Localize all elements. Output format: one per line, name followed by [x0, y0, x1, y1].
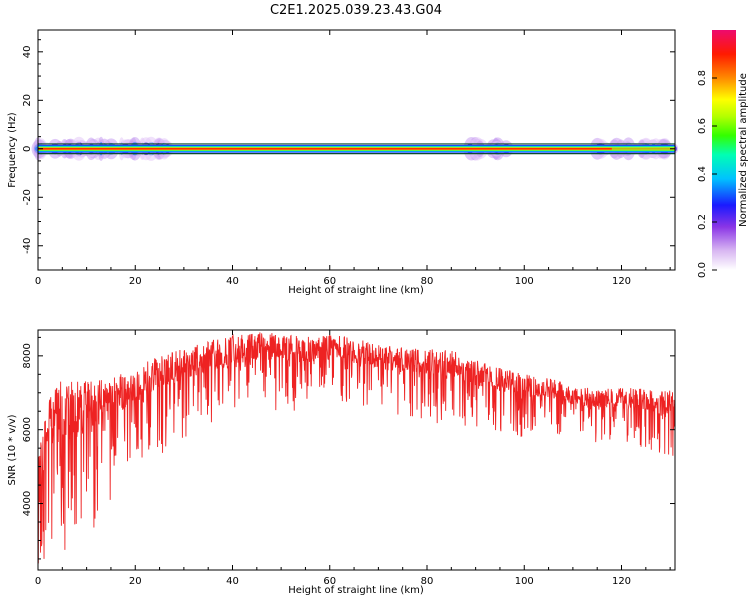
bottom-x-axis: 0 20 40 60 80 100 120 — [35, 330, 671, 587]
top-x-tick-label: 80 — [421, 276, 434, 287]
spectrogram-panel: 0 20 40 60 80 100 120 40 20 0 -20 -40 Height of st… — [7, 29, 679, 296]
bottom-x-tick-label: 120 — [612, 576, 631, 587]
top-y-tick-label: -40 — [22, 238, 33, 254]
colorbar-tick-label: 0.6 — [697, 118, 708, 134]
colorbar-tick-label: 0.2 — [697, 214, 708, 230]
spectrogram-frame — [37, 29, 676, 271]
top-x-tick-label: 0 — [35, 276, 41, 287]
snr-series-line — [37, 332, 676, 564]
top-x-tick-label: 60 — [323, 276, 336, 287]
bottom-y-tick-label: 6000 — [22, 417, 33, 442]
chart-title: C2E1.2025.039.23.43.G04 — [270, 3, 442, 18]
top-y-tick-label: 40 — [22, 45, 33, 58]
top-x-tick-label: 20 — [129, 276, 142, 287]
bottom-x-tick-label: 80 — [421, 576, 434, 587]
bottom-y-tick-label: 8000 — [22, 343, 33, 368]
top-y-axis-label: Frequency (Hz) — [7, 112, 18, 188]
bottom-x-tick-label: 0 — [35, 576, 41, 587]
top-x-tick-label: 120 — [612, 276, 631, 287]
top-y-tick-label: -20 — [22, 189, 33, 205]
colorbar-ticks: 0.0 0.2 0.4 0.6 0.8 — [697, 70, 717, 278]
colorbar-tick-label: 0.4 — [697, 166, 708, 182]
bottom-y-axis: 8000 6000 4000 — [22, 336, 675, 560]
top-x-tick-label: 100 — [515, 276, 534, 287]
top-x-axis-label: Height of straight line (km) — [288, 285, 424, 296]
top-y-axis: 40 20 0 -20 -40 — [22, 39, 675, 259]
main-band-strip — [38, 147, 675, 150]
colorbar-tick-label: 0.8 — [697, 70, 708, 86]
colorbar-label: Normalized spectral amplitude — [738, 73, 749, 227]
top-x-axis: 0 20 40 60 80 100 120 — [35, 30, 671, 287]
colorbar-gradient — [712, 30, 736, 270]
colorbar-tick-label: 0.0 — [697, 262, 708, 278]
bottom-y-axis-label: SNR (10 * v/v) — [7, 414, 18, 485]
top-y-tick-label: 20 — [22, 94, 33, 107]
snr-panel: 0 20 40 60 80 100 120 8000 6000 4000 Height of s… — [7, 329, 676, 596]
bottom-x-axis-label: Height of straight line (km) — [288, 585, 424, 596]
bottom-y-tick-label: 4000 — [22, 491, 33, 516]
bottom-x-tick-label: 100 — [515, 576, 534, 587]
snr-marks — [37, 332, 676, 564]
top-x-tick-label: 40 — [226, 276, 239, 287]
bottom-x-tick-label: 20 — [129, 576, 142, 587]
bottom-x-tick-label: 60 — [323, 576, 336, 587]
main-band-fade — [611, 147, 675, 151]
top-y-tick-label: 0 — [22, 146, 33, 152]
snr-frame — [37, 329, 676, 571]
colorbar: 0.0 0.2 0.4 0.6 0.8 Normalized spectral ampl… — [697, 30, 749, 278]
spectrogram-marks — [31, 136, 679, 161]
bottom-x-tick-label: 40 — [226, 576, 239, 587]
